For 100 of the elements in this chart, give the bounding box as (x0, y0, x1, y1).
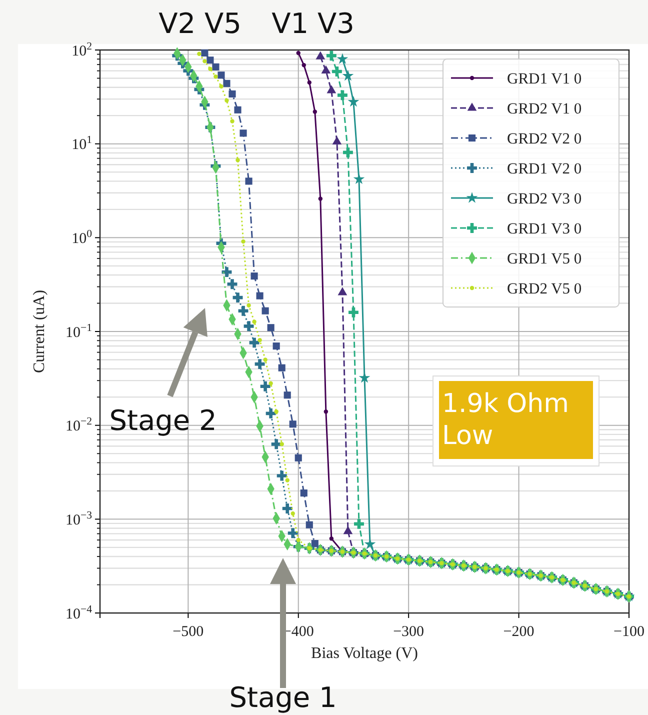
point (245, 178, 252, 185)
point (272, 342, 280, 350)
point (332, 136, 342, 145)
point (337, 90, 348, 100)
point (262, 307, 269, 314)
point (276, 470, 287, 481)
point (284, 392, 291, 399)
legend-label: GRD1 V3 0 (507, 220, 582, 238)
point (342, 147, 353, 158)
point (348, 307, 358, 318)
point (290, 511, 295, 516)
point (300, 489, 308, 497)
point (268, 381, 273, 386)
point (318, 196, 323, 201)
y-tick-label: 10$^{1}$ (72, 134, 92, 154)
point (342, 70, 354, 81)
point (324, 410, 328, 414)
point (288, 528, 298, 538)
point (236, 158, 240, 162)
point (348, 96, 360, 107)
point (222, 267, 232, 278)
point (254, 359, 265, 370)
point (326, 50, 336, 61)
text: Stage 1 (229, 681, 337, 714)
annotation: 1.9k Ohm Low (442, 389, 569, 451)
point (212, 63, 220, 70)
point (289, 420, 296, 428)
y-tick-label: 10$^{−4}$ (66, 603, 93, 622)
point (353, 173, 365, 184)
x-tick-label: −200 (503, 624, 534, 640)
point (197, 52, 202, 56)
point (252, 320, 256, 324)
point (271, 439, 282, 450)
point (296, 50, 300, 56)
y-tick-label: 10$^{−1}$ (66, 322, 92, 341)
point (214, 74, 218, 79)
point (285, 478, 290, 482)
point (294, 454, 302, 462)
y-tick-label: 10$^{−2}$ (66, 416, 92, 435)
point (354, 518, 364, 529)
point (321, 65, 331, 74)
x-tick-label: −500 (172, 624, 204, 640)
y-axis-title: Current (uA) (31, 290, 48, 374)
legend-label: GRD2 V5 0 (507, 280, 582, 298)
point (266, 408, 276, 418)
point (246, 303, 251, 308)
point (260, 381, 270, 392)
point (316, 51, 326, 60)
point (329, 536, 334, 541)
x-tick-label: −400 (282, 624, 314, 640)
y-tick-label: 10$^{0}$ (72, 228, 92, 247)
point (208, 66, 212, 71)
point (282, 504, 292, 514)
x-tick-label: −100 (614, 624, 644, 640)
y-tick-label: 10$^{2}$ (72, 40, 92, 60)
point (263, 358, 268, 362)
point (219, 84, 224, 88)
point (238, 306, 248, 316)
point (234, 106, 242, 114)
point (302, 63, 306, 68)
point (223, 80, 230, 87)
point (336, 53, 348, 64)
legend-label: GRD1 V1 0 (507, 70, 582, 88)
point (218, 72, 225, 79)
legend-label: GRD2 V3 0 (507, 190, 582, 208)
point (307, 80, 312, 85)
point (230, 119, 234, 124)
point (206, 56, 214, 64)
legend-label: GRD2 V2 0 (507, 130, 582, 148)
point (241, 239, 246, 244)
annotation: Stage 2 (109, 404, 217, 437)
x-axis-title: Bias Voltage (V) (311, 645, 418, 662)
point (332, 66, 342, 76)
point (227, 279, 238, 290)
point (232, 292, 243, 303)
point (306, 521, 313, 528)
point (267, 324, 274, 332)
point (343, 526, 353, 534)
point (278, 364, 286, 372)
x-tick-label: −300 (393, 624, 424, 640)
point (228, 90, 236, 98)
legend-label: GRD2 V1 0 (507, 100, 582, 118)
legend-label: GRD1 V5 0 (507, 250, 582, 268)
point (240, 130, 247, 137)
point (201, 49, 208, 56)
point (338, 287, 348, 296)
text: V1 V3 (272, 7, 354, 40)
point (312, 110, 318, 114)
point (250, 272, 258, 280)
point (249, 338, 260, 348)
point (326, 85, 336, 94)
point (296, 538, 300, 542)
point (244, 321, 254, 332)
point (202, 59, 207, 64)
point (274, 410, 278, 414)
legend-label: GRD1 V2 0 (507, 160, 582, 178)
point (280, 442, 284, 446)
y-tick-label: 10$^{−3}$ (66, 509, 92, 528)
point (256, 292, 264, 300)
point (224, 98, 229, 103)
